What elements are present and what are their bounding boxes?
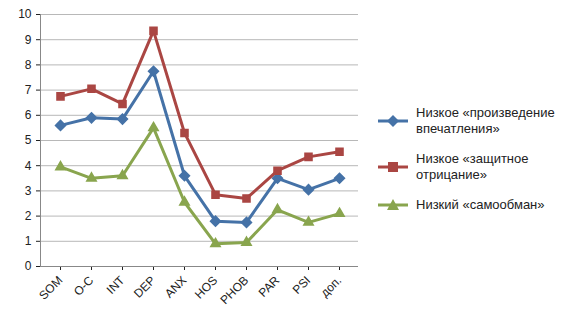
svg-text:O-C: O-C <box>71 273 97 299</box>
svg-text:ANX: ANX <box>162 273 189 300</box>
svg-text:4: 4 <box>25 159 32 173</box>
svg-text:9: 9 <box>25 33 32 47</box>
svg-text:доп.: доп. <box>318 273 345 300</box>
svg-text:6: 6 <box>25 108 32 122</box>
svg-text:PAR: PAR <box>256 273 283 300</box>
html-text:Низкое «защитное отрицание»: Низкое «защитное отрицание» <box>416 151 529 182</box>
svg-text:0: 0 <box>25 259 32 273</box>
svg-text:PHOB: PHOB <box>217 273 251 307</box>
svg-text:5: 5 <box>25 133 32 147</box>
svg-text:SOM: SOM <box>36 273 65 302</box>
svg-text:7: 7 <box>25 83 32 97</box>
svg-text:INT: INT <box>104 273 128 297</box>
svg-text:2: 2 <box>25 209 32 223</box>
html-text:Низкое «произведение впечатлен: Низкое «произведение впечатления» <box>416 105 555 136</box>
svg-text:10: 10 <box>18 7 32 21</box>
svg-text:DEP: DEP <box>131 273 158 300</box>
svg-text:3: 3 <box>25 184 32 198</box>
svg-text:PSI: PSI <box>290 273 314 297</box>
html-text:Низкий «самообман»: Низкий «самообман» <box>416 197 545 212</box>
svg-text:1: 1 <box>25 234 32 248</box>
svg-text:HOS: HOS <box>192 273 221 302</box>
svg-text:8: 8 <box>25 58 32 72</box>
